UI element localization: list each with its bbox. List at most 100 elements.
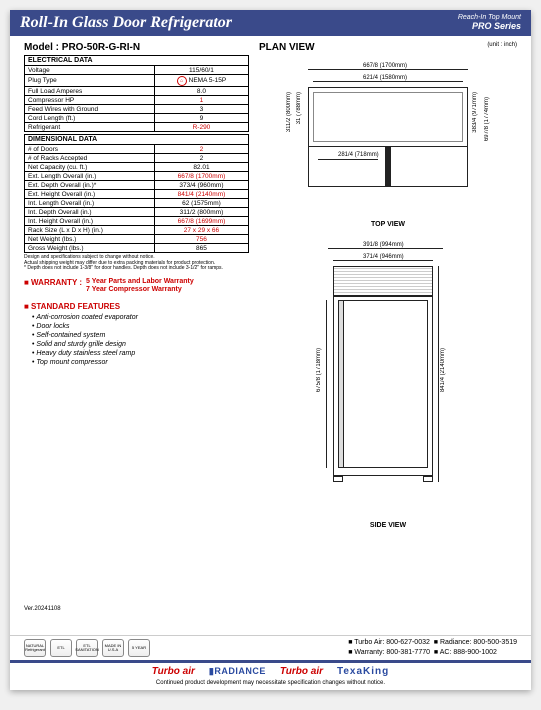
dimline3 [318,159,378,160]
dimensional-heading: DIMENSIONAL DATA [25,135,249,145]
dim-side-hl: 675/8 (1718mm) [316,348,322,392]
contact-radiance: Radiance: 800-500-3519 [440,639,517,646]
cert-badge: MADE IN U.S.A [102,639,124,657]
spec-value: 311/2 (800mm) [154,208,248,217]
dimensional-table: DIMENSIONAL DATA # of Doors2# of Racks A… [24,134,249,253]
features-list: Anti-corrosion coated evaporator Door loc… [24,314,249,366]
spec-label: Ext. Length Overall (in.) [25,172,155,181]
spec-row: Cord Length (ft.)9 [25,114,249,123]
spec-value: 2 [154,154,248,163]
dimline4 [328,248,443,249]
cert-row: NATURAL RefrigerantETLETL SANITATIONMADE… [10,635,531,660]
version: Ver.20241108 [24,606,61,612]
disclaimer: Continued product development may necess… [10,680,531,690]
spec-value: 373/4 (960mm) [154,181,248,190]
spec-label: Compressor HP [25,96,155,105]
spec-row: Gross Weight (lbs.)865 [25,244,249,253]
spec-label: Feed Wires with Ground [25,105,155,114]
spec-label: Refrigerant [25,123,155,132]
spec-row: Plug Type⌂NEMA 5-15P [25,75,249,87]
spec-label: Ext. Depth Overall (in.)* [25,181,155,190]
spec-value: 8.0 [154,87,248,96]
spec-row: Full Load Amperes8.0 [25,87,249,96]
spec-row: Rack Size (L x D x H) (in.)27 x 29 x 66 [25,226,249,235]
page: Roll-In Glass Door Refrigerator Reach-In… [10,10,531,690]
plan-view-unit: (unit : inch) [487,42,517,53]
header-series: Reach-In Top Mount PRO Series [458,14,521,32]
warranty-block: ■ WARRANTY : 5 Year Parts and Labor Warr… [24,278,249,295]
content: Model : PRO-50R-G-RI-N ELECTRICAL DATA V… [10,36,531,535]
spec-value: 756 [154,235,248,244]
contact-warranty: Warranty: 800-381-7770 [354,649,430,656]
spec-row: Ext. Depth Overall (in.)*373/4 (960mm) [25,181,249,190]
dim-right1: 383/4 (971mm) [472,92,478,133]
dim-bottom: 281/4 (718mm) [338,152,379,158]
feature-item: Anti-corrosion coated evaporator [32,314,249,321]
top-view-drawing: 667/8 (1700mm) 621/4 (1580mm) 311/2 (800… [278,57,498,217]
plan-view-title: PLAN VIEW [259,42,315,53]
spec-row: Int. Depth Overall (in.)311/2 (800mm) [25,208,249,217]
spec-label: Rack Size (L x D x H) (in.) [25,226,155,235]
spec-row: Compressor HP1 [25,96,249,105]
spec-value: ⌂NEMA 5-15P [154,75,248,87]
spec-row: Int. Height Overall (in.)667/8 (1699mm) [25,217,249,226]
cert-badges: NATURAL RefrigerantETLETL SANITATIONMADE… [24,639,150,657]
cert-badge: ETL SANITATION [76,639,98,657]
spec-label: # of Racks Accepted [25,154,155,163]
spec-row: # of Racks Accepted2 [25,154,249,163]
dimline5 [333,260,433,261]
spec-row: Net Capacity (cu. ft.)82.01 [25,163,249,172]
right-column: PLAN VIEW (unit : inch) 667/8 (1700mm) 6… [259,42,517,529]
side-view-label: SIDE VIEW [259,522,517,529]
spec-value: 3 [154,105,248,114]
feature-item: Self-contained system [32,332,249,339]
spec-row: Int. Length Overall (in.)62 (1575mm) [25,199,249,208]
feature-item: Door locks [32,323,249,330]
spec-value: 2 [154,145,248,154]
brand-turboair-2: Turbo air [280,666,323,677]
electrical-heading: ELECTRICAL DATA [25,56,249,66]
brand-logos: Turbo air ▮RADIANCE Turbo air TexaKing [10,663,531,680]
spec-label: Plug Type [25,75,155,87]
warranty-text: 5 Year Parts and Labor Warranty 7 Year C… [86,278,194,295]
side-foot-l [333,476,343,482]
spec-label: Net Weight (lbs.) [25,235,155,244]
electrical-table: ELECTRICAL DATA Voltage115/60/1Plug Type… [24,55,249,132]
spec-label: Full Load Amperes [25,87,155,96]
top-door-right [390,147,468,187]
spec-row: Ext. Height Overall (in.)841/4 (2140mm) [25,190,249,199]
side-view-drawing: 391/8 (994mm) 371/4 (946mm) 675/8 (1718m… [278,238,498,518]
dim-right2: 697/8 (1774mm) [484,97,490,141]
spec-label: Ext. Height Overall (in.) [25,190,155,199]
spec-label: Voltage [25,66,155,75]
dim-left2: 31 (788mm) [296,92,302,124]
brand-texaking: TexaKing [337,666,389,677]
top-inner-box [313,92,463,142]
footnote: Design and specifications subject to cha… [24,255,249,272]
spec-value: R-290 [154,123,248,132]
warranty-line1: 5 Year Parts and Labor Warranty [86,278,194,285]
spec-row: Voltage115/60/1 [25,66,249,75]
spec-label: Net Capacity (cu. ft.) [25,163,155,172]
spec-label: # of Doors [25,145,155,154]
spec-label: Int. Length Overall (in.) [25,199,155,208]
left-column: Model : PRO-50R-G-RI-N ELECTRICAL DATA V… [24,42,249,529]
spec-label: Int. Height Overall (in.) [25,217,155,226]
warranty-label: ■ WARRANTY : [24,278,82,287]
features-label: ■ STANDARD FEATURES [24,302,249,311]
model-number: Model : PRO-50R-G-RI-N [24,42,249,53]
cert-badge: NATURAL Refrigerant [24,639,46,657]
spec-value: 865 [154,244,248,253]
spec-label: Cord Length (ft.) [25,114,155,123]
header-sub2: PRO Series [458,22,521,32]
spec-row: Net Weight (lbs.)756 [25,235,249,244]
brand-radiance: ▮RADIANCE [209,666,266,677]
spec-row: Feed Wires with Ground3 [25,105,249,114]
feature-item: Heavy duty stainless steel ramp [32,350,249,357]
spec-value: 1 [154,96,248,105]
side-door [338,300,428,468]
dim-left1: 311/2 (800mm) [286,92,292,132]
side-grille [333,266,433,296]
feature-item: Top mount compressor [32,359,249,366]
feature-item: Solid and sturdy grille design [32,341,249,348]
